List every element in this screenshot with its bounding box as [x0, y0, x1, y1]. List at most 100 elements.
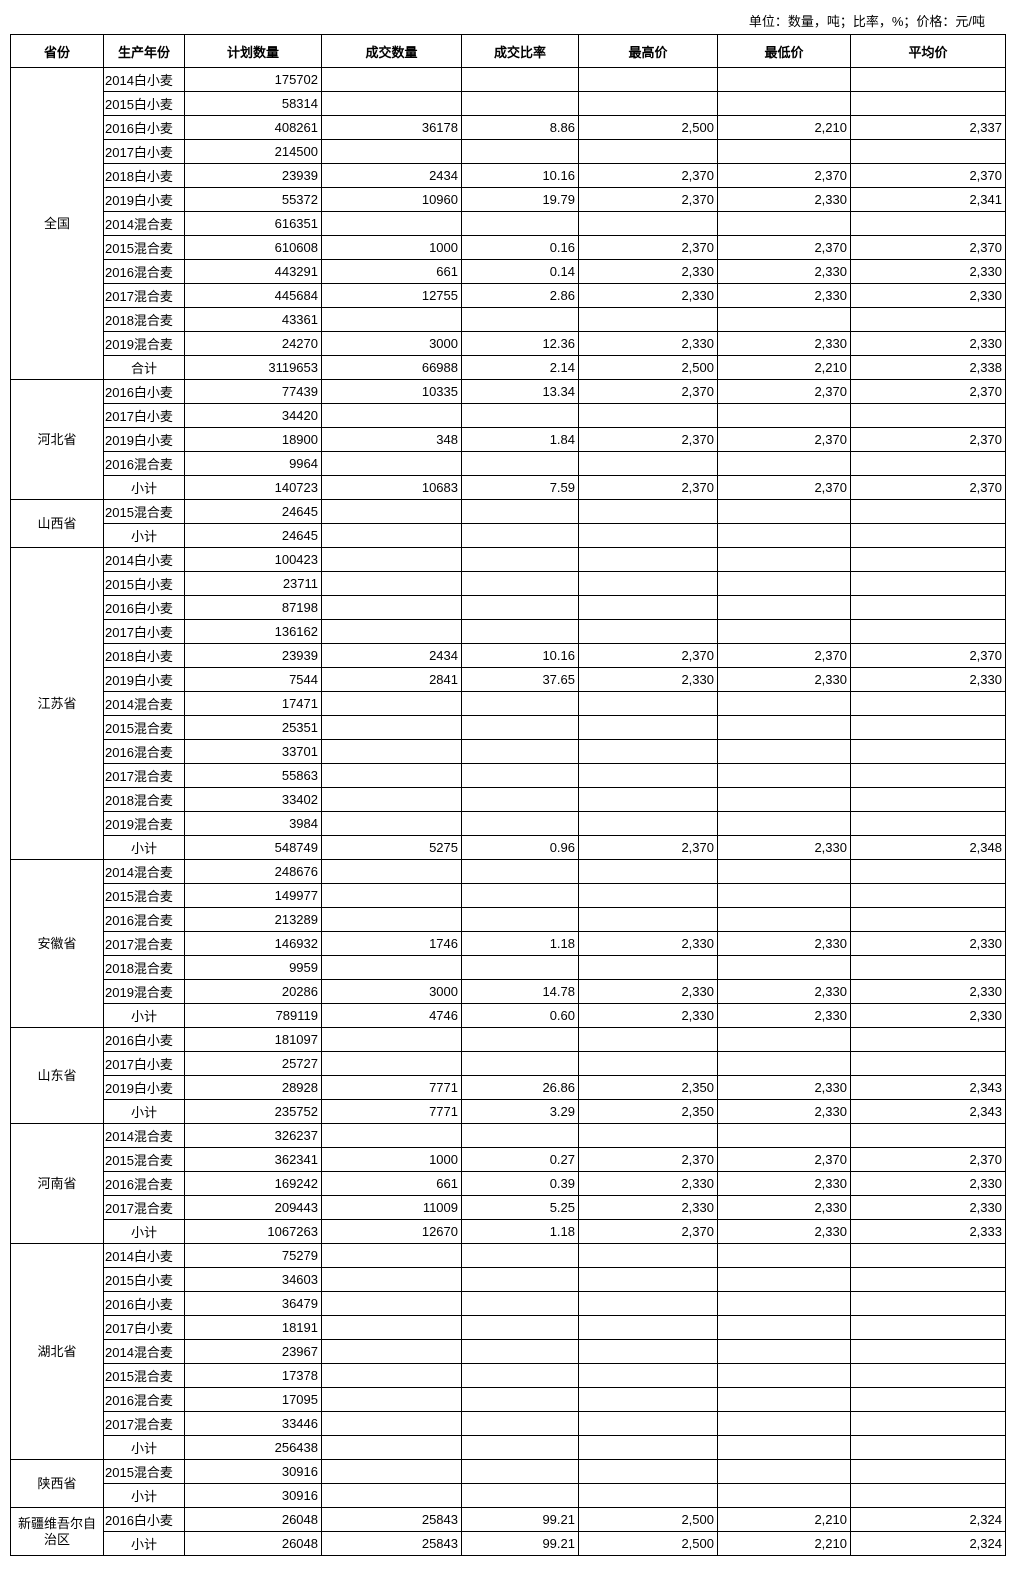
deal-ratio-cell: 10.16: [461, 643, 579, 668]
max-price-cell: [578, 211, 718, 236]
table-row: 2018白小麦 23939 2434 10.16 2,370 2,370 2,370: [11, 643, 1006, 668]
planned-qty-cell: 24645: [184, 499, 322, 524]
table-row: 2016白小麦 36479: [11, 1291, 1006, 1316]
table-row: 2017混合麦 33446: [11, 1411, 1006, 1436]
table-row: 河北省 2016白小麦 77439 10335 13.34 2,370 2,370 2,370: [10, 379, 1006, 500]
min-price-cell: [717, 307, 851, 332]
deal-qty-cell: [321, 403, 462, 428]
min-price-cell: 2,330: [717, 331, 851, 356]
max-price-cell: [578, 1435, 718, 1460]
planned-qty-cell: 55372: [184, 187, 322, 212]
min-price-cell: [717, 619, 851, 644]
min-price-cell: [717, 1315, 851, 1340]
year-variety-cell: 2016混合麦: [103, 907, 185, 932]
table-body: 全国 2014白小麦 175702 2015白小麦 58314 2016白小麦 408261…: [10, 67, 1006, 1556]
max-price-cell: [578, 67, 718, 92]
table-row: 2015混合麦 17378: [11, 1363, 1006, 1388]
deal-ratio-cell: [461, 523, 579, 548]
deal-ratio-cell: 13.34: [461, 379, 579, 404]
deal-qty-cell: 10335: [321, 379, 462, 404]
avg-price-cell: [850, 1027, 1006, 1052]
min-price-cell: [717, 1267, 851, 1292]
deal-ratio-cell: 99.21: [461, 1507, 579, 1532]
table-row: 2017混合麦 146932 1746 1.18 2,330 2,330 2,330: [11, 931, 1006, 956]
table-row: 2018混合麦 33402: [11, 787, 1006, 812]
avg-price-cell: [850, 1459, 1006, 1484]
table-row: 山东省 2016白小麦 181097: [10, 1027, 1006, 1124]
table-row: 2018混合麦 43361: [11, 307, 1006, 332]
planned-qty-cell: 24645: [184, 523, 322, 548]
max-price-cell: [578, 907, 718, 932]
year-variety-cell: 2015混合麦: [103, 235, 185, 260]
deal-ratio-cell: 1.84: [461, 427, 579, 452]
deal-qty-cell: 1000: [321, 1147, 462, 1172]
deal-qty-cell: [321, 499, 462, 524]
year-variety-cell: 小计: [103, 1531, 185, 1556]
avg-price-cell: [850, 883, 1006, 908]
deal-ratio-cell: 0.27: [461, 1147, 579, 1172]
avg-price-cell: 2,337: [850, 115, 1006, 140]
deal-qty-cell: 36178: [321, 115, 462, 140]
avg-price-cell: 2,370: [850, 427, 1006, 452]
table-row: 小计 789119 4746 0.60 2,330 2,330 2,330: [11, 1003, 1006, 1028]
header-deal-qty: 成交数量: [321, 34, 462, 68]
province-cell: 新疆维吾尔自治区: [10, 1507, 104, 1556]
table-row: 2014混合麦 616351: [11, 211, 1006, 236]
planned-qty-cell: 445684: [184, 283, 322, 308]
min-price-cell: [717, 1363, 851, 1388]
planned-qty-cell: 23939: [184, 163, 322, 188]
deal-ratio-cell: [461, 1267, 579, 1292]
table-row: 2015混合麦 25351: [11, 715, 1006, 740]
year-variety-cell: 小计: [103, 1099, 185, 1124]
table-row: 小计 256438: [11, 1435, 1006, 1460]
table-row: 河南省 2014混合麦 326237: [10, 1123, 1006, 1244]
deal-qty-cell: [321, 739, 462, 764]
deal-ratio-cell: [461, 715, 579, 740]
table-row: 合计 3119653 66988 2.14 2,500 2,210 2,338: [11, 355, 1006, 380]
deal-ratio-cell: [461, 1123, 579, 1148]
deal-qty-cell: [321, 67, 462, 92]
deal-ratio-cell: 0.14: [461, 259, 579, 284]
deal-qty-cell: 3000: [321, 979, 462, 1004]
planned-qty-cell: 34420: [184, 403, 322, 428]
deal-qty-cell: [321, 787, 462, 812]
year-variety-cell: 2018混合麦: [103, 307, 185, 332]
deal-ratio-cell: [461, 907, 579, 932]
min-price-cell: 2,210: [717, 1507, 851, 1532]
year-variety-cell: 2014白小麦: [103, 547, 185, 572]
deal-ratio-cell: 0.16: [461, 235, 579, 260]
deal-ratio-cell: 19.79: [461, 187, 579, 212]
min-price-cell: [717, 139, 851, 164]
min-price-cell: [717, 715, 851, 740]
deal-qty-cell: [321, 211, 462, 236]
deal-ratio-cell: 99.21: [461, 1531, 579, 1556]
table-row: 新疆维吾尔自治区 2016白小麦 26048 25843 99.21 2,500 2,210…: [10, 1507, 1006, 1556]
min-price-cell: 2,370: [717, 235, 851, 260]
deal-qty-cell: [321, 883, 462, 908]
max-price-cell: 2,330: [578, 1195, 718, 1220]
deal-qty-cell: 25843: [321, 1507, 462, 1532]
deal-qty-cell: 661: [321, 1171, 462, 1196]
planned-qty-cell: 256438: [184, 1435, 322, 1460]
max-price-cell: [578, 739, 718, 764]
avg-price-cell: [850, 859, 1006, 884]
min-price-cell: [717, 1339, 851, 1364]
deal-qty-cell: [321, 907, 462, 932]
avg-price-cell: 2,330: [850, 667, 1006, 692]
avg-price-cell: 2,370: [850, 235, 1006, 260]
min-price-cell: 2,330: [717, 1171, 851, 1196]
avg-price-cell: 2,330: [850, 979, 1006, 1004]
avg-price-cell: [850, 595, 1006, 620]
max-price-cell: [578, 1459, 718, 1484]
min-price-cell: [717, 1411, 851, 1436]
table-row: 2014混合麦 17471: [11, 691, 1006, 716]
header-max-price: 最高价: [578, 34, 718, 68]
min-price-cell: 2,370: [717, 475, 851, 500]
min-price-cell: 2,330: [717, 1099, 851, 1124]
max-price-cell: [578, 1243, 718, 1268]
deal-ratio-cell: 8.86: [461, 115, 579, 140]
year-variety-cell: 2018白小麦: [103, 643, 185, 668]
planned-qty-cell: 9964: [184, 451, 322, 476]
min-price-cell: [717, 1459, 851, 1484]
min-price-cell: 2,370: [717, 163, 851, 188]
